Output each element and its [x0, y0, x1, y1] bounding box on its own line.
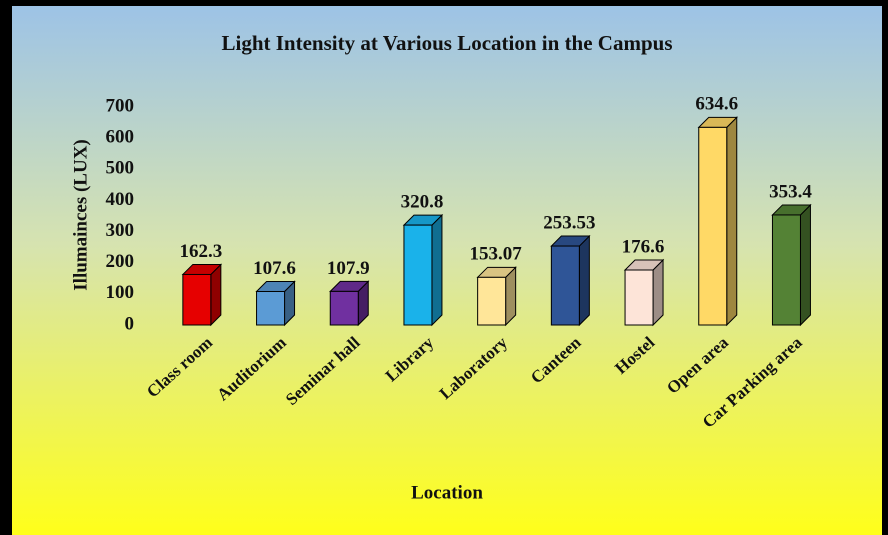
data-label: 253.53 [543, 212, 595, 233]
bar [256, 290, 286, 326]
y-tick-label: 0 [125, 313, 135, 334]
y-tick-label: 300 [106, 220, 135, 241]
y-axis-label: Illumainces (LUX) [70, 139, 91, 290]
bar [624, 269, 654, 326]
y-tick-label: 700 [106, 95, 135, 116]
bar [477, 276, 507, 326]
data-label: 320.8 [401, 191, 444, 212]
data-label: 153.07 [470, 244, 523, 265]
data-label: 176.6 [622, 236, 665, 257]
x-axis-label: Location [411, 482, 483, 503]
y-tick-label: 400 [106, 189, 135, 210]
bar-side [799, 203, 811, 327]
chart-title: Light Intensity at Various Location in t… [222, 31, 673, 55]
bar [182, 273, 212, 326]
bar-side [578, 234, 590, 327]
data-label: 162.3 [179, 241, 222, 262]
bar [771, 214, 801, 326]
background [12, 6, 882, 535]
y-tick-label: 500 [106, 158, 135, 179]
y-tick-label: 200 [106, 251, 135, 272]
y-tick-label: 600 [106, 127, 135, 148]
bar-side [431, 213, 443, 327]
data-label: 634.6 [695, 94, 738, 115]
data-label: 107.9 [327, 258, 370, 279]
bar [698, 126, 728, 326]
data-label: 353.4 [769, 181, 812, 202]
bar [403, 224, 433, 326]
y-tick-label: 100 [106, 282, 135, 303]
bar-side [652, 258, 664, 327]
bar [329, 290, 359, 326]
data-label: 107.6 [253, 258, 296, 279]
bar-side [726, 116, 738, 327]
bar [550, 245, 580, 326]
